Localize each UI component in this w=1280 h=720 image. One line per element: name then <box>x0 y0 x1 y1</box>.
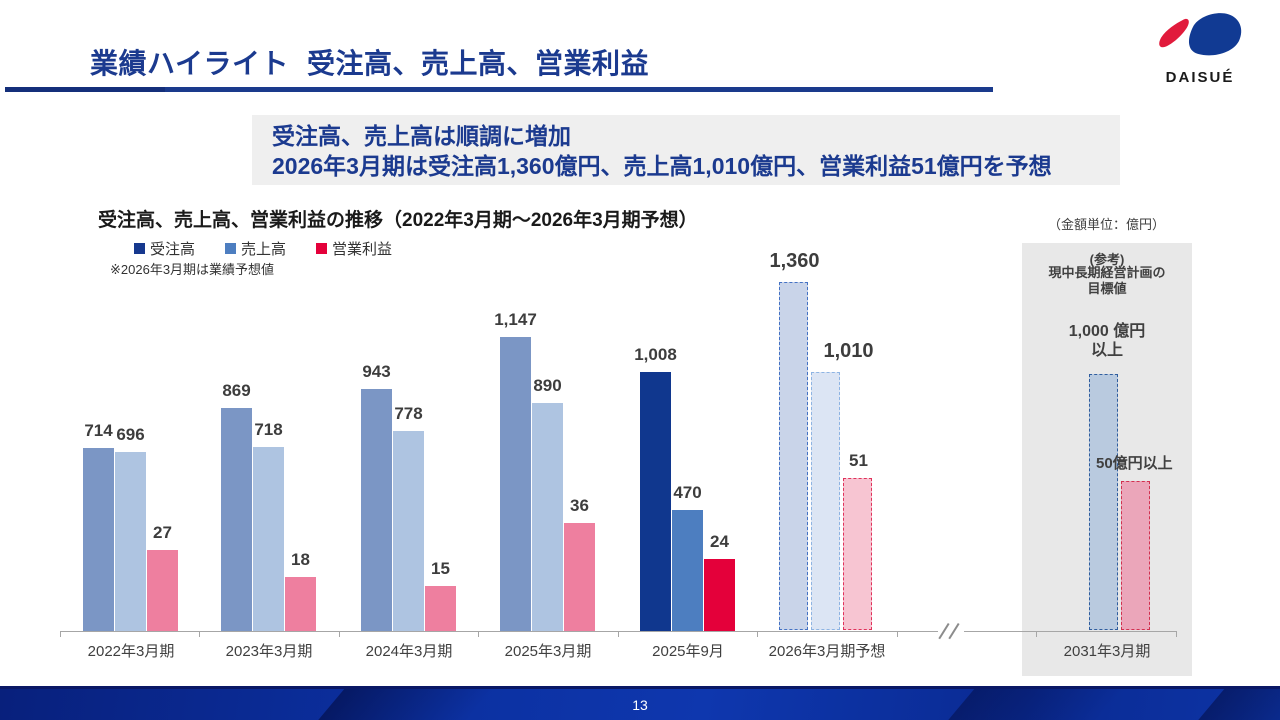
bar-orders <box>361 389 392 631</box>
bar-value-label: 714 <box>84 421 113 440</box>
reference-orders-target: 1,000 億円 以上 <box>1068 323 1146 359</box>
bar-value-label: 27 <box>153 523 172 542</box>
bar-profit <box>704 559 735 631</box>
axis-tick <box>338 631 340 637</box>
axis-tick <box>757 631 758 637</box>
bar-value-label: 24 <box>710 532 729 551</box>
axis-tick <box>1036 631 1037 637</box>
ref-bar-orders <box>1089 374 1118 630</box>
bar-value-label: 1,008 <box>634 345 677 364</box>
page-number: 13 <box>632 697 648 713</box>
bar-value-label: 51 <box>849 451 868 470</box>
footer-bar: 13 <box>0 686 1280 720</box>
bar-value-label: 36 <box>570 496 589 515</box>
bar-value-label: 18 <box>291 550 310 569</box>
bar-value-label: 470 <box>673 483 702 502</box>
category-label: 2024年3月期 <box>365 643 453 660</box>
bar-profit <box>843 478 872 630</box>
axis-tick <box>617 631 619 637</box>
bar-orders <box>779 282 808 630</box>
bar-profit <box>147 550 178 631</box>
category-label: 2022年3月期 <box>87 643 175 660</box>
axis-tick <box>60 631 61 637</box>
title-divider <box>5 87 993 92</box>
bar-value-label: 943 <box>362 362 391 381</box>
reference-subheading: 現中長期経営計画の 目標値 <box>1048 265 1166 296</box>
axis-tick <box>896 631 898 637</box>
category-label: 2025年9月 <box>652 643 724 660</box>
bar-sales <box>672 510 703 631</box>
bar-profit <box>564 523 595 631</box>
logo-red-shape <box>1159 18 1189 48</box>
bar-value-label: 778 <box>394 404 423 423</box>
bar-value-label: 15 <box>431 559 450 578</box>
bar-sales <box>811 372 840 630</box>
chart-title: 受注高、売上高、営業利益の推移（2022年3月期～2026年3月期予想） <box>98 210 698 231</box>
category-label: 2031年3月期 <box>1063 643 1151 660</box>
bar-profit <box>425 586 456 631</box>
reference-heading: (参考) <box>1089 252 1125 267</box>
x-axis <box>60 631 1177 632</box>
unit-note: （金額単位：億円） <box>1048 217 1166 232</box>
sales-swatch-icon <box>225 243 237 254</box>
ref-bar-profit <box>1121 481 1150 630</box>
legend-label-profit: 営業利益 <box>332 241 393 258</box>
bar-sales <box>115 452 146 631</box>
logo-text: DAISUÉ <box>1165 69 1235 86</box>
bar-sales <box>393 431 424 631</box>
bar-orders <box>83 448 114 631</box>
page-title-main: 業績ハイライト <box>90 48 289 79</box>
bar-value-label: 696 <box>116 425 145 444</box>
logo-blue-shape <box>1188 13 1242 56</box>
bar-value-label: 718 <box>254 420 283 439</box>
reference-profit-target: 50億円以上 <box>1096 455 1173 472</box>
legend-item-profit: 営業利益 <box>316 238 392 259</box>
axis-tick <box>478 631 479 637</box>
legend-label-orders: 受注高 <box>150 241 196 258</box>
bar-orders <box>221 408 252 631</box>
bar-sales <box>253 447 284 631</box>
orders-swatch-icon <box>134 243 145 254</box>
bar-profit <box>285 577 316 631</box>
key-message-box: 受注高、売上高は順調に増加 2026年3月期は受注高1,360億円、売上高1,0… <box>252 115 1120 185</box>
bar-orders <box>500 337 531 631</box>
key-message-line2: 2026年3月期は受注高1,360億円、売上高1,010億円、営業利益51億円を… <box>272 153 1052 179</box>
bar-value-label: 1,010 <box>823 340 874 362</box>
chart-legend: 受注高 売上高 営業利益 <box>134 238 392 259</box>
bar-value-label: 1,147 <box>494 310 537 329</box>
bar-value-label: 890 <box>533 376 562 395</box>
category-label: 2025年3月期 <box>504 643 592 660</box>
category-label: 2026年3月期予想 <box>768 643 886 660</box>
bar-value-label: 1,360 <box>769 250 820 272</box>
key-message-line1: 受注高、売上高は順調に増加 <box>272 123 571 149</box>
bar-sales <box>532 403 563 631</box>
axis-tick <box>199 631 200 637</box>
page-title-sub: 受注高、売上高、営業利益 <box>306 48 649 79</box>
legend-item-sales: 売上高 <box>225 238 286 259</box>
legend-label-sales: 売上高 <box>241 241 287 258</box>
legend-item-orders: 受注高 <box>134 238 195 259</box>
forecast-note: ※2026年3月期は業績予想値 <box>110 262 275 277</box>
profit-swatch-icon <box>316 243 328 254</box>
page-title: 業績ハイライト 受注高、売上高、営業利益 <box>90 42 649 82</box>
bar-orders <box>640 372 671 631</box>
company-logo: DAISUÉ <box>1150 10 1250 86</box>
category-label: 2023年3月期 <box>225 643 313 660</box>
axis-tick <box>1176 631 1177 637</box>
bar-value-label: 869 <box>222 381 251 400</box>
daisue-logo-icon <box>1159 13 1242 56</box>
